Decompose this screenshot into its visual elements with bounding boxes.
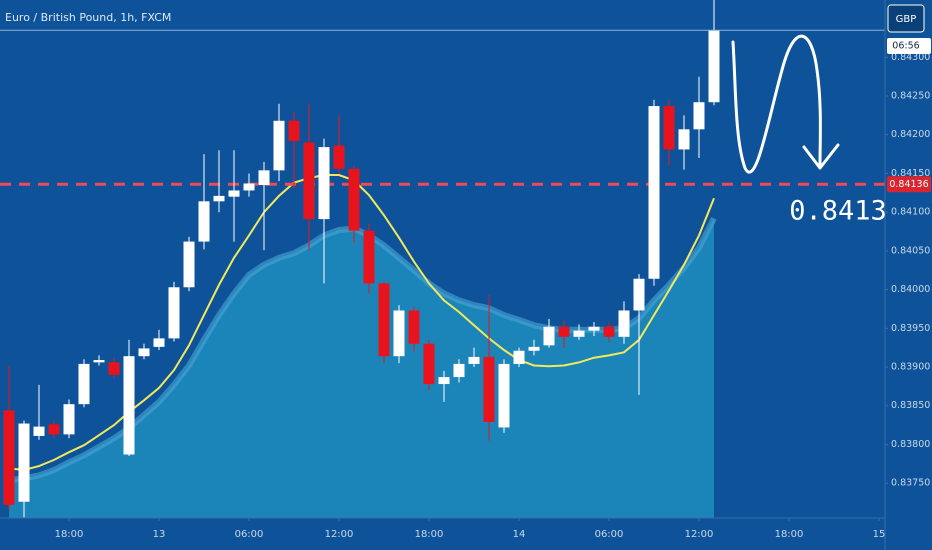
candle-body	[108, 362, 120, 375]
y-tick-label: 0.84150	[891, 168, 930, 179]
candle-body	[18, 423, 30, 502]
x-tick-label: 18:00	[55, 529, 84, 540]
candle-body	[408, 310, 420, 344]
candle-body	[603, 326, 615, 337]
x-tick-label: 06:00	[235, 529, 264, 540]
candle-body	[378, 283, 390, 357]
candle-body	[693, 102, 705, 130]
candle-body	[528, 346, 540, 351]
countdown: 06:56	[892, 41, 919, 52]
candle-body	[498, 363, 510, 428]
x-tick-label: 12:00	[325, 529, 354, 540]
candle-body	[33, 426, 45, 436]
currency-button-label: GBP	[896, 14, 917, 25]
candle-body	[168, 287, 180, 339]
y-tick-label: 0.84000	[891, 284, 930, 295]
candle-body	[468, 356, 480, 364]
candle-body	[543, 326, 555, 346]
y-tick-label: 0.84100	[891, 207, 930, 218]
x-tick-label: 18:00	[415, 529, 444, 540]
candle-body	[648, 106, 660, 279]
chart-title: Euro / British Pound, 1h, FXCM	[5, 11, 171, 24]
candle-body	[483, 356, 495, 422]
x-tick-label: 13	[153, 529, 166, 540]
candle-body	[183, 241, 195, 288]
price-line-label-box	[887, 176, 931, 193]
candle-body	[228, 190, 240, 197]
candle-body	[303, 142, 315, 220]
candle-body	[573, 330, 585, 337]
candle-body	[453, 363, 465, 378]
candle-body	[513, 350, 525, 364]
candle-body	[123, 356, 135, 455]
candle-body	[138, 348, 150, 357]
candle-body	[273, 120, 285, 171]
candle-body	[393, 310, 405, 357]
candle-body	[153, 338, 165, 347]
y-tick-label: 0.83750	[891, 478, 930, 489]
candle-body	[243, 183, 255, 191]
candle-body	[618, 310, 630, 337]
candle-body	[78, 363, 90, 405]
drawn-arrow	[731, 34, 822, 174]
candle-body	[213, 195, 225, 202]
candle-body	[708, 30, 720, 103]
price-annotation: 0.8413	[789, 196, 887, 227]
candle-body	[63, 404, 75, 435]
currency-button[interactable]	[887, 4, 925, 33]
y-tick-label: 0.83850	[891, 400, 930, 411]
x-tick-label: 18:00	[775, 529, 804, 540]
candle-body	[363, 230, 375, 284]
candle-body	[678, 129, 690, 150]
candle-body	[333, 145, 345, 169]
plot-area	[0, 0, 885, 519]
candle-body	[198, 201, 210, 242]
candle-body	[348, 168, 360, 231]
candle-body	[423, 343, 435, 385]
y-tick-label: 0.83800	[891, 439, 930, 450]
candle-body	[633, 278, 645, 311]
x-tick-label: 12:00	[685, 529, 714, 540]
y-tick-label: 0.83950	[891, 323, 930, 334]
x-tick-label: 06:00	[595, 529, 624, 540]
area	[9, 218, 714, 519]
candle-body	[663, 106, 675, 150]
y-tick-label: 0.83900	[891, 362, 930, 373]
x-tick-label: 14	[513, 529, 526, 540]
countdown-box	[887, 38, 931, 54]
y-tick-label: 0.84050	[891, 245, 930, 256]
candle-body	[3, 410, 15, 505]
price-line-label: 0.84136	[889, 179, 928, 190]
candle-body	[258, 170, 270, 186]
candle-body	[288, 120, 300, 141]
candle-body	[93, 360, 105, 363]
candle-body	[558, 326, 570, 337]
y-tick-label: 0.84300	[891, 52, 930, 63]
candle-body	[48, 424, 60, 435]
candle-body	[438, 377, 450, 385]
y-tick-label: 0.84250	[891, 91, 930, 102]
drawn-arrowhead	[802, 143, 840, 170]
candle-body	[318, 147, 330, 220]
candle-body	[588, 326, 600, 331]
y-tick-label: 0.84200	[891, 129, 930, 140]
x-tick-label: 15	[873, 529, 886, 540]
